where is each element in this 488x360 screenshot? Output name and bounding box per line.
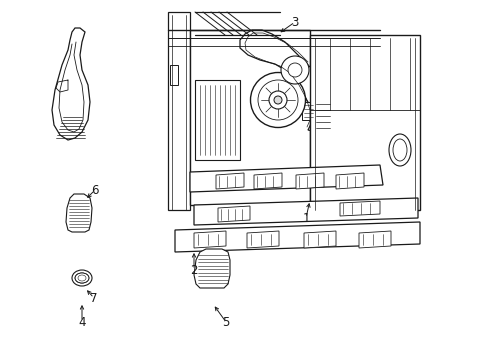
- Polygon shape: [195, 80, 240, 160]
- Polygon shape: [194, 231, 225, 248]
- Text: 3: 3: [291, 15, 298, 28]
- Polygon shape: [190, 165, 382, 192]
- Polygon shape: [168, 12, 190, 210]
- Polygon shape: [309, 35, 419, 210]
- Text: 6: 6: [91, 184, 99, 197]
- Polygon shape: [246, 231, 279, 248]
- Polygon shape: [216, 173, 244, 189]
- Text: 7: 7: [90, 292, 98, 305]
- Polygon shape: [52, 28, 90, 140]
- Ellipse shape: [287, 63, 302, 77]
- Polygon shape: [218, 206, 249, 222]
- Text: 5: 5: [222, 315, 229, 328]
- Text: 4: 4: [78, 315, 85, 328]
- Polygon shape: [66, 194, 92, 232]
- Ellipse shape: [258, 80, 297, 120]
- Polygon shape: [304, 231, 335, 248]
- Polygon shape: [335, 173, 363, 189]
- Polygon shape: [302, 102, 314, 120]
- Ellipse shape: [72, 270, 92, 286]
- Text: 1: 1: [302, 211, 309, 225]
- Ellipse shape: [268, 91, 286, 109]
- Text: 2: 2: [190, 264, 197, 276]
- Polygon shape: [190, 30, 309, 205]
- Polygon shape: [175, 222, 419, 252]
- Polygon shape: [194, 249, 229, 288]
- Polygon shape: [339, 201, 379, 216]
- Ellipse shape: [281, 56, 308, 84]
- Ellipse shape: [388, 134, 410, 166]
- Polygon shape: [253, 173, 282, 189]
- Polygon shape: [295, 173, 324, 189]
- Polygon shape: [358, 231, 390, 248]
- Ellipse shape: [392, 139, 406, 161]
- Ellipse shape: [273, 96, 282, 104]
- Polygon shape: [170, 65, 178, 85]
- Ellipse shape: [250, 72, 305, 127]
- Ellipse shape: [75, 273, 89, 283]
- Polygon shape: [194, 198, 417, 225]
- Polygon shape: [240, 30, 331, 132]
